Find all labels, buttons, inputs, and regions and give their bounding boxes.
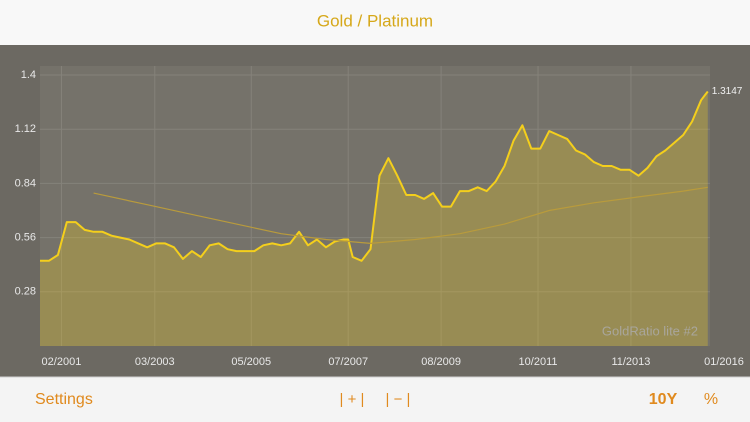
- nav-bar: [0, 0, 750, 45]
- ratio-line: [40, 90, 709, 262]
- x-tick-label: 05/2005: [231, 356, 271, 368]
- watermark: GoldRatio lite #2: [602, 323, 698, 338]
- toolbar: [0, 377, 750, 422]
- chart: 0.28 0.56 0.84 1.12 1.4 02/2001 03/2003 05/2005…: [15, 66, 744, 368]
- y-tick-label: 1.12: [15, 123, 36, 135]
- x-tick-label: 11/2013: [611, 356, 650, 368]
- settings-button[interactable]: Settings: [35, 391, 93, 408]
- x-tick-label: 03/2003: [135, 356, 175, 368]
- zoom-in-button[interactable]: | + |: [340, 391, 365, 408]
- x-tick-label: 08/2009: [421, 356, 461, 368]
- y-tick-label: 0.28: [15, 286, 36, 298]
- percent-button[interactable]: %: [704, 391, 718, 408]
- zoom-out-button[interactable]: | − |: [386, 391, 411, 408]
- y-tick-label: 0.84: [15, 177, 36, 189]
- last-value-label: 1.3147: [712, 86, 743, 97]
- y-tick-label: 1.4: [21, 69, 36, 81]
- x-tick-label: 10/2011: [519, 356, 558, 368]
- nav-title: Gold / Platinum: [317, 11, 433, 30]
- area-fill: [40, 91, 708, 346]
- range-button[interactable]: 10Y: [649, 391, 678, 408]
- x-tick-label: 07/2007: [328, 356, 368, 368]
- x-tick-label: 02/2001: [42, 356, 82, 368]
- average-line: [93, 186, 708, 245]
- x-tick-label: 01/2016: [704, 356, 744, 368]
- y-tick-label: 0.56: [15, 232, 36, 244]
